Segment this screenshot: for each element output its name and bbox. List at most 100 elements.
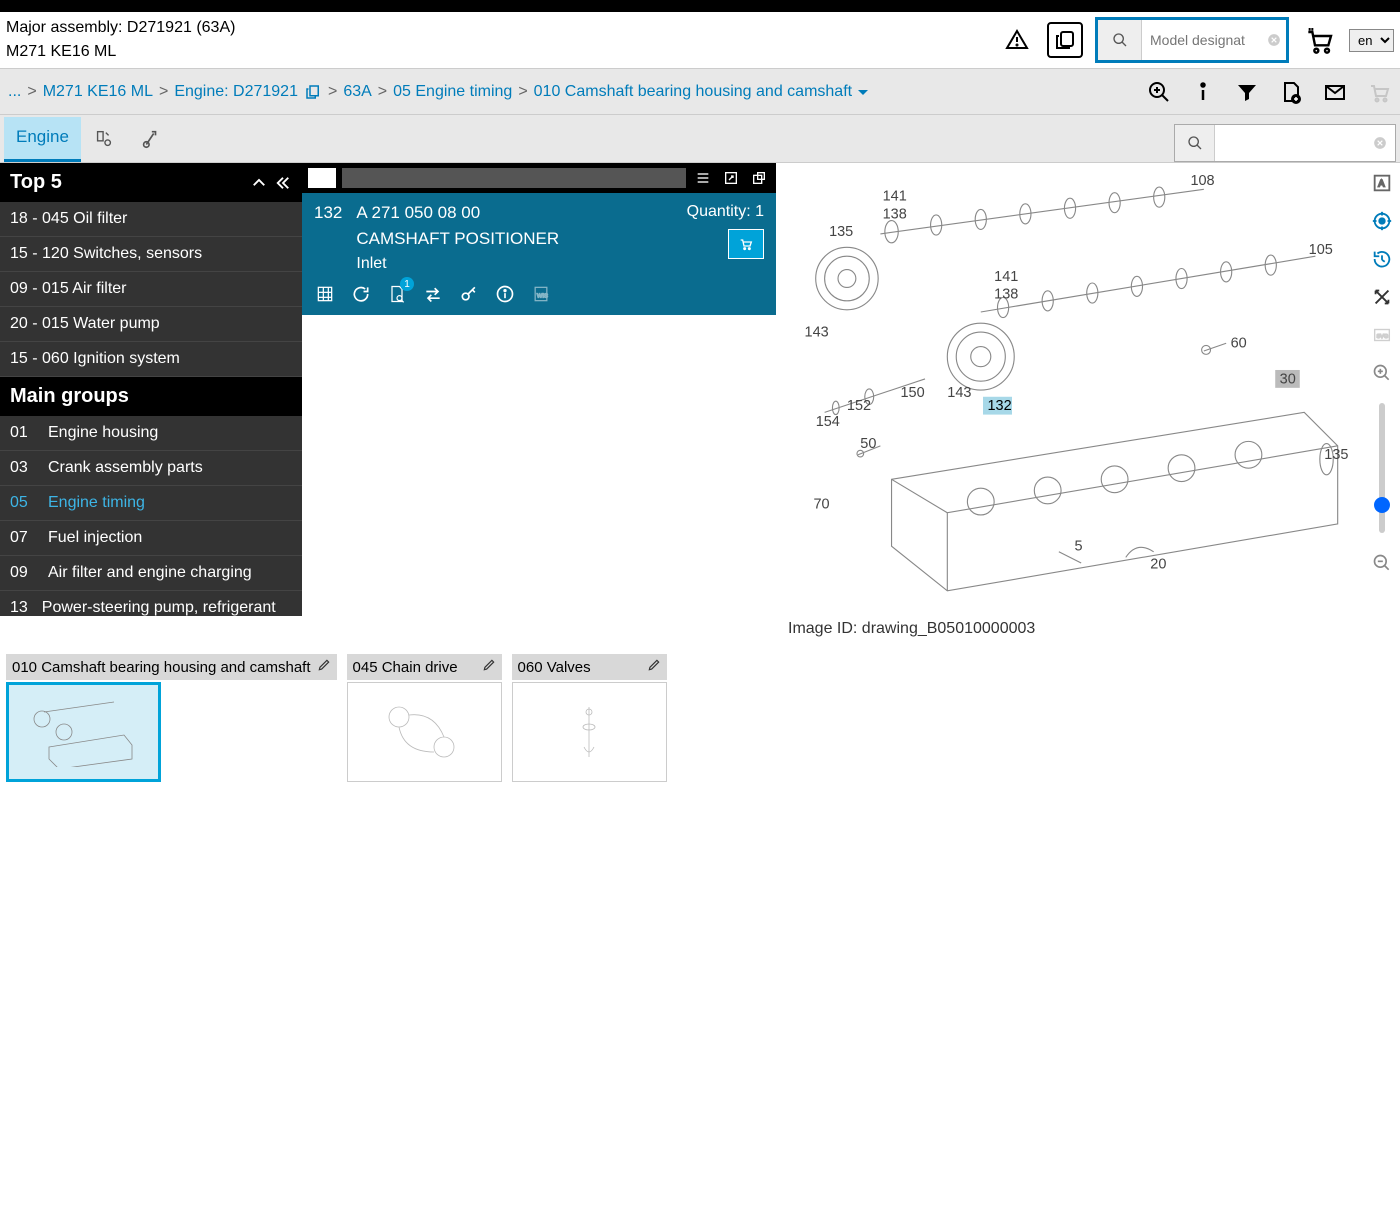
badge: 1 [400,277,414,291]
thumb-image[interactable] [347,682,502,782]
copy-icon[interactable] [1047,22,1083,58]
wis-icon[interactable]: WIS [530,283,552,305]
group-item[interactable]: 03Crank assembly parts [0,451,302,486]
thumb-title[interactable]: 010 Camshaft bearing housing and camshaf… [6,654,337,680]
top5-item[interactable]: 09 - 015 Air filter [0,272,302,307]
edit-icon[interactable] [647,658,661,676]
filter-icon[interactable] [1234,79,1260,105]
group-item[interactable]: 09Air filter and engine charging [0,556,302,591]
cart-icon[interactable] [1301,22,1337,58]
group-list[interactable]: 01Engine housing 03Crank assembly parts … [0,416,302,616]
thumb-image[interactable] [6,682,161,782]
callout-label: 132 [987,398,1011,414]
model-search-input[interactable] [1142,20,1262,60]
svg-icon[interactable]: SVG [1368,321,1396,349]
part-panel: 132 A 271 050 08 00 CAMSHAFT POSITIONER … [302,163,776,315]
model-search [1095,17,1289,63]
history-icon[interactable] [1368,245,1396,273]
info-icon[interactable] [1190,79,1216,105]
search-button[interactable] [1098,20,1142,60]
callout-label: 150 [900,385,924,401]
target-icon[interactable] [1368,207,1396,235]
callout-label: 50 [860,436,876,452]
header-scrollbar[interactable] [342,168,686,188]
zoom-in-icon[interactable] [1368,359,1396,387]
breadcrumb-item[interactable]: Engine: D271921 [174,83,298,101]
search-clear-icon[interactable] [1262,20,1286,60]
warning-icon[interactable] [999,22,1035,58]
part-quantity: Quantity: 1 [687,203,764,221]
breadcrumb: ... > M271 KE16 ML > Engine: D271921 > 6… [8,83,868,101]
exploded-diagram[interactable]: 132 30 141 138 135 141 138 143 60 150 14… [780,167,1360,613]
add-to-cart-button[interactable] [728,229,764,259]
tab-search-button[interactable] [1175,125,1215,161]
edit-icon[interactable] [482,658,496,676]
info-circle-icon[interactable] [494,283,516,305]
expand-icon[interactable] [720,170,742,186]
mail-icon[interactable] [1322,79,1348,105]
callout-label: 60 [1231,336,1247,352]
callout-label: 135 [829,224,853,240]
zoom-slider[interactable] [1379,403,1385,533]
collapse-icon[interactable] [274,174,292,192]
group-item-active[interactable]: 05Engine timing [0,486,302,521]
crossref-icon[interactable] [1368,283,1396,311]
tab-bolt-icon[interactable] [127,118,173,162]
breadcrumb-sep: > [159,83,168,101]
cart-disabled-icon [1366,79,1392,105]
chevron-up-icon[interactable] [250,174,268,192]
list-icon[interactable] [692,170,714,186]
tab-search-clear-icon[interactable] [1365,125,1395,161]
breadcrumb-item[interactable]: 63A [343,83,371,101]
group-item[interactable]: 13Power-steering pump, refrigerant compr… [0,591,302,616]
grid-icon[interactable] [314,283,336,305]
swap-icon[interactable] [422,283,444,305]
breadcrumb-sep: > [378,83,387,101]
callout-label: 152 [847,398,871,414]
breadcrumb-item-dropdown[interactable]: 010 Camshaft bearing housing and camshaf… [534,83,868,101]
breadcrumb-item[interactable]: 05 Engine timing [393,83,512,101]
fit-icon[interactable]: A [1368,169,1396,197]
top5-item[interactable]: 18 - 045 Oil filter [0,202,302,237]
header-title-block: Major assembly: D271921 (63A) M271 KE16 … [6,16,235,64]
zoom-in-icon[interactable] [1146,79,1172,105]
language-select[interactable]: en [1349,29,1394,52]
copy-small-icon[interactable] [304,83,322,101]
breadcrumb-row: ... > M271 KE16 ML > Engine: D271921 > 6… [0,69,1400,115]
top5-item[interactable]: 15 - 060 Ignition system [0,342,302,377]
tab-engine[interactable]: Engine [4,117,81,162]
tab-parts-icon[interactable] [81,118,127,162]
part-card[interactable]: 132 A 271 050 08 00 CAMSHAFT POSITIONER … [302,193,776,315]
top5-item[interactable]: 15 - 120 Switches, sensors [0,237,302,272]
thumb-title[interactable]: 045 Chain drive [347,654,502,680]
key-icon[interactable] [458,283,480,305]
callout-label: 105 [1309,242,1333,258]
callout-label: 141 [994,269,1018,285]
diagram-column: 132 30 141 138 135 141 138 143 60 150 14… [776,163,1364,642]
top-black-bar [0,0,1400,12]
document-search-icon[interactable]: 1 [386,283,408,305]
tab-search-input[interactable] [1215,125,1365,161]
popout-icon[interactable] [748,170,770,186]
top5-item[interactable]: 20 - 015 Water pump [0,307,302,342]
major-assembly-label: Major assembly: D271921 (63A) [6,16,235,40]
thumb-image[interactable] [512,682,667,782]
svg-text:A: A [1378,179,1385,189]
group-item[interactable]: 01Engine housing [0,416,302,451]
document-icon[interactable] [1278,79,1304,105]
callout-label: 108 [1190,173,1214,189]
callout-label: 143 [947,385,971,401]
callout-label: 20 [1150,557,1166,573]
zoom-thumb[interactable] [1374,497,1390,513]
tab-label: Engine [16,127,69,147]
header-tools: en [999,17,1394,63]
zoom-out-icon[interactable] [1368,549,1396,577]
refresh-icon[interactable] [350,283,372,305]
thumb-title[interactable]: 060 Valves [512,654,667,680]
breadcrumb-item[interactable]: M271 KE16 ML [43,83,153,101]
right-toolbar: A SVG [1364,163,1400,577]
breadcrumb-item[interactable]: ... [8,83,21,101]
group-item[interactable]: 07Fuel injection [0,521,302,556]
part-position: 132 [314,203,342,223]
edit-icon[interactable] [317,658,331,676]
